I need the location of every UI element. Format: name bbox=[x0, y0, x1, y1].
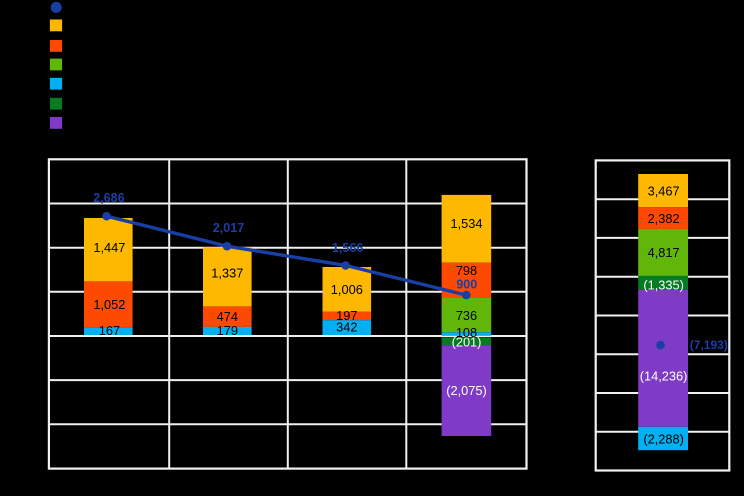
svg-text:798: 798 bbox=[456, 263, 477, 278]
svg-text:2,686: 2,686 bbox=[93, 191, 124, 205]
svg-text:900: 900 bbox=[456, 277, 477, 291]
svg-text:474: 474 bbox=[217, 309, 238, 324]
svg-text:1,052: 1,052 bbox=[93, 297, 125, 312]
svg-text:1,006: 1,006 bbox=[331, 282, 363, 297]
svg-text:108: 108 bbox=[456, 325, 477, 340]
svg-text:2,382: 2,382 bbox=[648, 211, 680, 226]
svg-text:342: 342 bbox=[336, 320, 357, 335]
svg-text:1,566: 1,566 bbox=[332, 241, 363, 255]
svg-text:1,534: 1,534 bbox=[450, 216, 482, 231]
svg-text:(1,335): (1,335) bbox=[643, 277, 684, 292]
svg-text:1,337: 1,337 bbox=[211, 266, 243, 281]
svg-text:(201): (201) bbox=[452, 334, 482, 349]
svg-text:4,817: 4,817 bbox=[648, 245, 680, 260]
svg-text:2,017: 2,017 bbox=[213, 221, 244, 235]
svg-text:(7,193): (7,193) bbox=[690, 338, 728, 352]
svg-text:197: 197 bbox=[336, 308, 357, 323]
svg-text:(2,288): (2,288) bbox=[643, 432, 684, 447]
svg-text:(2,075): (2,075) bbox=[446, 383, 487, 398]
svg-text:179: 179 bbox=[217, 323, 238, 338]
svg-text:736: 736 bbox=[456, 308, 477, 323]
svg-text:(14,236): (14,236) bbox=[640, 369, 688, 384]
svg-text:3,467: 3,467 bbox=[648, 183, 680, 198]
svg-text:1,447: 1,447 bbox=[93, 240, 125, 255]
svg-text:167: 167 bbox=[99, 323, 120, 338]
